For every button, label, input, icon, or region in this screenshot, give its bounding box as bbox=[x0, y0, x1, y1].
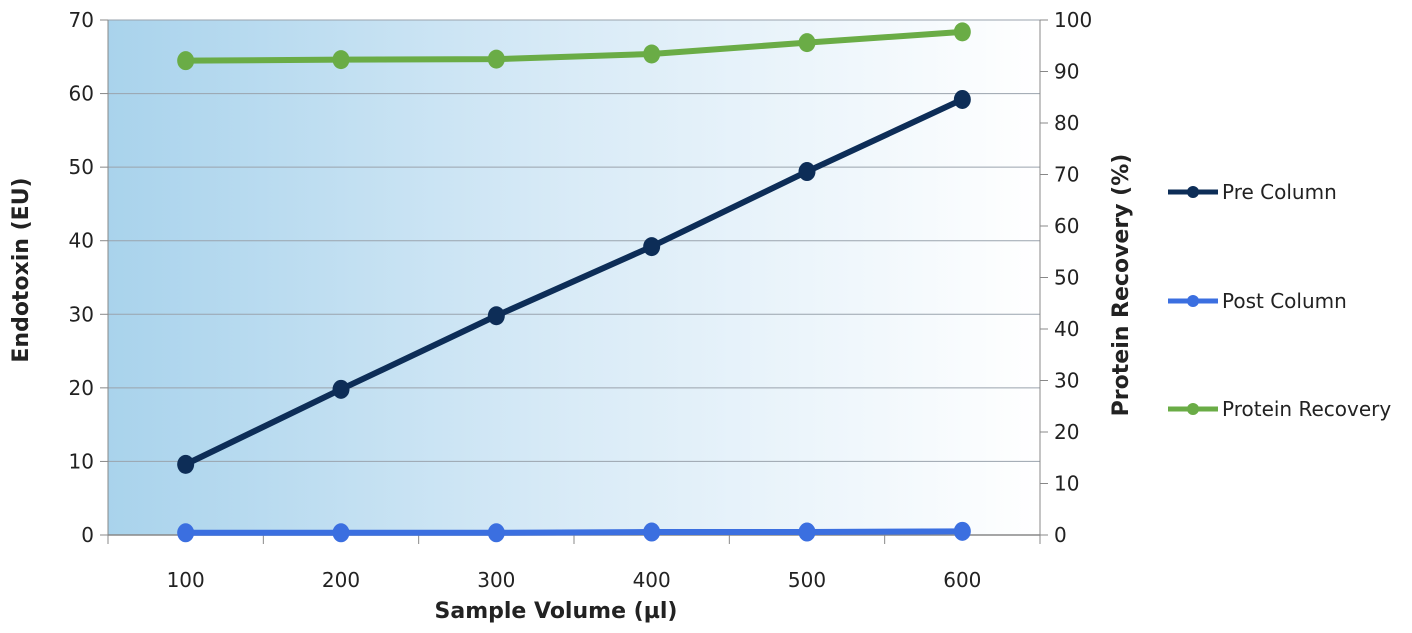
x-tick-label: 100 bbox=[167, 568, 205, 592]
series-point-2 bbox=[643, 44, 661, 64]
series-point-0 bbox=[798, 162, 816, 182]
series-line-1 bbox=[182, 528, 966, 536]
x-tick-label: 500 bbox=[788, 568, 826, 592]
legend-label: Pre Column bbox=[1222, 180, 1337, 204]
series-point-2 bbox=[487, 49, 505, 69]
series-point-0 bbox=[177, 454, 195, 474]
series-point-1 bbox=[487, 523, 505, 543]
series-point-2 bbox=[953, 22, 971, 42]
series-point-1 bbox=[332, 523, 350, 543]
series-point-0 bbox=[643, 237, 661, 257]
y2-tick-label: 60 bbox=[1054, 214, 1079, 238]
x-tick-label: 600 bbox=[943, 568, 981, 592]
series-layer bbox=[177, 22, 971, 543]
series-line-2 bbox=[182, 28, 966, 64]
x-tick-label: 300 bbox=[477, 568, 515, 592]
y-tick-label: 70 bbox=[69, 8, 94, 32]
y2-tick-label: 50 bbox=[1054, 266, 1079, 290]
series-point-1 bbox=[177, 523, 195, 543]
plot-area bbox=[108, 20, 1040, 535]
axes: 0 10 20 30 40 50 60 70 0 10 20 30 40 50 60 70 80 90 100 100… bbox=[69, 8, 1093, 592]
y-tick-label: 30 bbox=[69, 302, 94, 326]
y2-tick-label: 40 bbox=[1054, 317, 1079, 341]
y-tick-label: 10 bbox=[69, 449, 94, 473]
x-tick-label: 400 bbox=[633, 568, 671, 592]
y-tick-label: 0 bbox=[81, 523, 94, 547]
series-point-1 bbox=[798, 522, 816, 542]
series-point-2 bbox=[332, 50, 350, 70]
legend-marker-2 bbox=[1187, 403, 1199, 415]
x-axis-title: Sample Volume (µl) bbox=[435, 599, 678, 624]
y-tick-label: 50 bbox=[69, 155, 94, 179]
y2-tick-label: 0 bbox=[1054, 523, 1067, 547]
legend: Pre Column Post Column Protein Recovery bbox=[1168, 180, 1391, 421]
y-axis-title: Endotoxin (EU) bbox=[9, 177, 34, 362]
y-tick-label: 40 bbox=[69, 229, 94, 253]
series-point-0 bbox=[487, 306, 505, 326]
series-point-0 bbox=[953, 89, 971, 109]
legend-marker-0 bbox=[1187, 186, 1199, 198]
grid-lines bbox=[108, 19, 1040, 462]
y2-tick-label: 100 bbox=[1054, 8, 1092, 32]
series-point-2 bbox=[177, 51, 195, 71]
y2-axis-title: Protein Recovery (%) bbox=[1109, 154, 1134, 417]
y2-tick-label: 70 bbox=[1054, 163, 1079, 187]
legend-label: Post Column bbox=[1222, 289, 1347, 313]
y2-tick-label: 10 bbox=[1054, 472, 1079, 496]
x-tick-label: 200 bbox=[322, 568, 360, 592]
y-tick-label: 60 bbox=[69, 82, 94, 106]
legend-label: Protein Recovery bbox=[1222, 397, 1391, 421]
y-tick-label: 20 bbox=[69, 376, 94, 400]
series-point-1 bbox=[953, 521, 971, 541]
series-point-2 bbox=[798, 33, 816, 53]
series-line-0 bbox=[182, 96, 966, 468]
y2-tick-label: 90 bbox=[1054, 60, 1079, 84]
legend-marker-1 bbox=[1187, 295, 1199, 307]
y2-tick-label: 20 bbox=[1054, 420, 1079, 444]
series-point-1 bbox=[643, 522, 661, 542]
y2-tick-label: 30 bbox=[1054, 369, 1079, 393]
y2-tick-label: 80 bbox=[1054, 111, 1079, 135]
series-point-0 bbox=[332, 379, 350, 399]
